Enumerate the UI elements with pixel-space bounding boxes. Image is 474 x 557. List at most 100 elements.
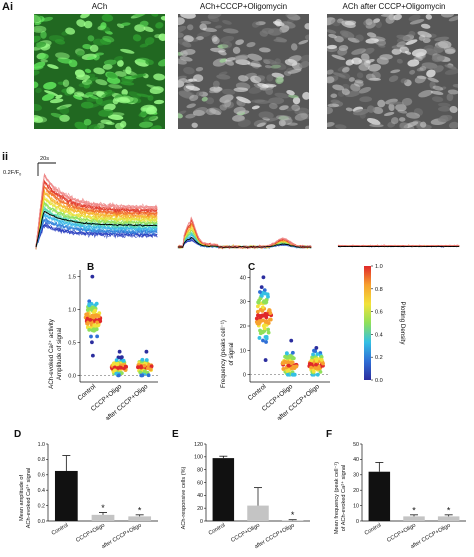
scatter-point <box>262 326 267 331</box>
scatter-point <box>264 340 268 344</box>
scatter-point <box>313 349 318 354</box>
y-tick-label: 0.5 <box>68 340 76 346</box>
significance-marker: * <box>291 510 295 520</box>
scatter-point <box>90 340 94 345</box>
chart-f-ylabel: Mean frequency (peak cell⁻¹) <box>334 462 340 534</box>
scatter-point <box>257 336 262 340</box>
scatter-point <box>314 362 318 367</box>
plotting-density-colorbar: Plotting Density 0.0 0.2 0.4 0.6 0.8 1.0 <box>364 264 406 384</box>
scatter-point <box>114 358 119 363</box>
scatter-point <box>116 366 121 370</box>
y-tick-label: 40 <box>240 275 246 281</box>
scale-bar: 20s 0.2F/F0 <box>3 156 56 177</box>
scatter-point <box>89 306 93 311</box>
scatter-point <box>87 299 92 304</box>
scatter-point <box>92 323 97 328</box>
scatter-point <box>255 304 260 309</box>
image-title-cccp: ACh+CCCP+Oligomycin <box>199 2 288 11</box>
scatter-point <box>140 373 145 378</box>
scatter-point <box>319 358 324 362</box>
scatter-point <box>144 349 149 354</box>
scatter-point <box>259 285 264 290</box>
y-tick-label: 0.4 <box>38 488 45 494</box>
scatter-point <box>256 321 261 326</box>
scatter-point <box>90 353 95 358</box>
scatter-point <box>85 308 90 312</box>
scatter-point <box>321 361 325 366</box>
y-tick-label: 40 <box>197 493 203 499</box>
micrograph-cccp-oligomycin <box>178 14 309 129</box>
scatter-point <box>95 320 100 325</box>
scatter-point <box>122 366 126 370</box>
scatter-point <box>285 351 289 356</box>
y-tick-label: 20 <box>240 324 246 330</box>
scatter-point <box>258 315 263 320</box>
x-category-label: CCCP+Oligo <box>230 523 261 544</box>
y-tick-label: 120 <box>194 442 203 448</box>
y-tick-label: 20 <box>353 488 359 494</box>
y-tick-label: 20 <box>197 506 203 512</box>
scatter-point <box>86 320 91 325</box>
bar <box>54 470 78 521</box>
scatter-point <box>262 288 267 293</box>
bar <box>281 520 304 521</box>
scatter-point <box>286 363 291 368</box>
scatter-point <box>263 358 268 362</box>
scatter-point <box>264 336 269 341</box>
scatter-point <box>87 327 92 332</box>
x-category-label: Control <box>51 523 70 537</box>
colorbar-tick-label: 0.4 <box>375 332 383 338</box>
scatter-point <box>260 318 265 323</box>
chart-c-frequency-scatter: Frequency (peaks cell⁻¹) of signal 0 10 20… <box>220 270 330 420</box>
scatter-point <box>91 327 96 332</box>
scatter-point <box>256 300 261 305</box>
scatter-point <box>88 317 93 322</box>
scatter-point <box>89 334 93 339</box>
scatter-point <box>87 302 92 307</box>
scatter-point <box>310 355 315 360</box>
scatter-point <box>313 366 318 371</box>
scatter-point <box>264 320 269 325</box>
chart-e-ylabel: ACh-responsive cells (%) <box>181 466 187 529</box>
significance-marker: * <box>412 505 416 515</box>
scatter-point <box>260 305 265 310</box>
panel-label-b: B <box>87 262 95 273</box>
x-category-label: CCCP+Oligo <box>75 523 106 544</box>
y-tick-label: 80 <box>197 467 203 473</box>
calcium-traces: 20s 0.2F/F0 <box>3 156 460 250</box>
scatter-point <box>112 368 117 373</box>
scatter-point <box>117 349 122 354</box>
scatter-point <box>317 366 321 371</box>
scatter-point <box>315 352 320 357</box>
scatter-point <box>314 358 319 363</box>
chart-b-ylabel-2: Amplitude of signal <box>56 328 63 380</box>
scatter-point <box>142 369 147 374</box>
bar <box>247 505 269 521</box>
scatter-point <box>315 372 320 377</box>
y-tick-label: 40 <box>353 457 359 463</box>
bar <box>403 516 425 521</box>
y-tick-label: 0.0 <box>38 519 45 525</box>
bar <box>128 516 152 521</box>
scatter-point <box>261 300 266 304</box>
scatter-point <box>311 352 315 357</box>
y-tick-label: 1.0 <box>68 308 76 314</box>
panel-label-f: F <box>326 429 333 440</box>
scatter-point <box>119 365 123 370</box>
scatter-point <box>289 366 294 371</box>
y-tick-label: 30 <box>240 300 246 306</box>
scatter-point <box>261 275 266 280</box>
y-tick-label: 0.8 <box>38 457 45 463</box>
scatter-point <box>94 301 99 306</box>
scatter-point <box>136 365 140 370</box>
chart-b-amplitude-scatter: ACh-evoked Ca²⁺ activity Amplitude of si… <box>48 270 158 420</box>
image-title-ach: ACh <box>91 2 108 11</box>
colorbar-tick-label: 1.0 <box>375 264 383 270</box>
scatter-point <box>111 362 116 367</box>
y-tick-label: 0.0 <box>68 373 76 379</box>
image-title-after: ACh after CCCP+Oligomycin <box>342 2 446 11</box>
x-category-label: Control <box>208 523 227 537</box>
y-tick-label: 0.2 <box>38 503 45 509</box>
y-tick-label: 100 <box>194 455 203 461</box>
y-tick-label: 50 <box>353 442 359 448</box>
